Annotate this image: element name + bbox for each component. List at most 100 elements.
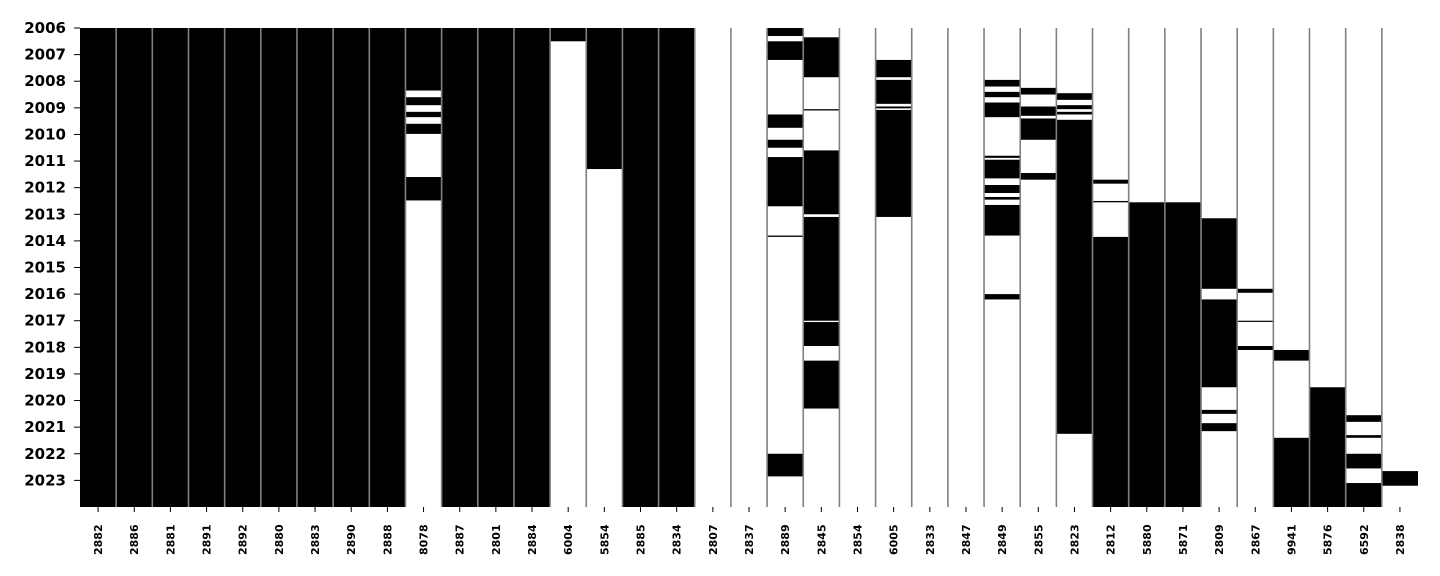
y-tick-label: 2014 [24, 232, 66, 250]
cell-6005-3 [875, 109, 912, 217]
x-tick-label: 5854 [598, 524, 611, 555]
y-tick-label: 2021 [24, 418, 66, 436]
y-axis: 2006 2007 2008 2009 2010 2011 2012 2013 2014 2015… [24, 19, 80, 489]
cell-2867-0 [1237, 288, 1274, 293]
cell-6005-2 [875, 106, 912, 109]
cell-2809-0 [1201, 218, 1238, 289]
y-tick-label: 2018 [24, 338, 66, 356]
x-tick-label: 2834 [671, 524, 684, 555]
x-tick-label: 2849 [996, 524, 1009, 555]
cell-2867-1 [1237, 320, 1274, 322]
cell-2849-2 [984, 102, 1021, 118]
y-tick-label: 2022 [24, 445, 66, 463]
cell-2867-2 [1237, 346, 1274, 350]
y-tick-label: 2012 [24, 179, 66, 197]
x-tick-label: 2885 [635, 524, 648, 555]
y-tick-label: 2020 [24, 392, 66, 410]
x-axis: 2882 2886 2881 2891 2892 2880 2883 2890 2888 8078… [92, 507, 1407, 555]
cell-6004-0 [550, 28, 587, 42]
cell-2849-5 [984, 185, 1021, 193]
cell-2845-0 [803, 37, 840, 78]
cell-9941-0 [1273, 349, 1310, 361]
cell-6005-0 [875, 59, 912, 78]
x-tick-label: 2892 [237, 524, 250, 555]
y-tick-label: 2010 [24, 125, 66, 143]
x-tick-label: 2845 [815, 524, 828, 555]
cell-2888-0 [369, 28, 406, 507]
x-tick-label: 2889 [779, 524, 792, 555]
cell-2845-3 [803, 216, 840, 321]
x-tick-label: 2880 [273, 524, 286, 555]
cell-2849-0 [984, 79, 1021, 87]
cell-2834-0 [658, 28, 695, 507]
x-tick-label: 2801 [490, 524, 503, 555]
cell-8078-2 [405, 111, 442, 118]
cell-8078-0 [405, 28, 442, 91]
cell-5854-0 [586, 28, 623, 170]
cell-2823-2 [1056, 111, 1093, 115]
cell-2845-5 [803, 360, 840, 409]
cell-2849-4 [984, 159, 1021, 179]
x-tick-label: 2812 [1105, 524, 1118, 555]
cell-6592-3 [1345, 483, 1382, 507]
y-tick-label: 2007 [24, 46, 66, 64]
cell-2892-0 [224, 28, 261, 507]
cell-2889-0 [767, 28, 804, 36]
x-tick-label: 6592 [1358, 524, 1371, 555]
y-tick-label: 2011 [24, 152, 66, 170]
x-tick-label: 5871 [1177, 524, 1190, 555]
cell-6592-2 [1345, 453, 1382, 469]
y-tick-label: 2017 [24, 312, 66, 330]
cell-2881-0 [152, 28, 189, 507]
x-tick-label: 9941 [1285, 524, 1298, 555]
x-tick-label: 2884 [526, 524, 539, 555]
cell-2889-5 [767, 235, 804, 237]
y-tick-label: 2009 [24, 99, 66, 117]
x-tick-label: 2823 [1068, 524, 1081, 555]
cell-2889-2 [767, 114, 804, 128]
x-tick-label: 2807 [707, 524, 720, 555]
cell-2882-0 [80, 28, 117, 507]
cell-5876-0 [1309, 387, 1346, 507]
y-tick-label: 2015 [24, 259, 66, 277]
cell-8078-4 [405, 177, 442, 201]
cell-2889-4 [767, 157, 804, 207]
x-tick-label: 2854 [851, 524, 864, 555]
x-tick-label: 2838 [1394, 524, 1407, 555]
x-tick-label: 6004 [562, 524, 575, 555]
cell-5871-0 [1164, 202, 1202, 508]
y-tick-label: 2006 [24, 19, 66, 37]
x-tick-label: 2882 [92, 524, 105, 555]
cell-2812-0 [1092, 179, 1129, 184]
x-tick-label: 6005 [888, 524, 901, 555]
y-tick-label: 2008 [24, 72, 66, 90]
x-tick-label: 2855 [1032, 524, 1045, 555]
cell-2885-0 [622, 28, 659, 507]
cell-2889-3 [767, 139, 804, 148]
x-tick-label: 2883 [309, 524, 322, 555]
cell-2823-3 [1056, 119, 1093, 434]
cell-2809-3 [1201, 423, 1238, 432]
cell-2855-0 [1020, 87, 1057, 95]
cell-2809-2 [1201, 409, 1238, 414]
cell-2887-0 [441, 28, 478, 507]
cell-9941-1 [1273, 437, 1310, 507]
cell-2886-0 [116, 28, 153, 507]
cell-2812-2 [1092, 236, 1129, 507]
cell-8078-3 [405, 123, 442, 134]
x-tick-label: 8078 [418, 524, 431, 555]
cell-2849-1 [984, 91, 1021, 98]
cell-8078-1 [405, 97, 442, 106]
cell-2891-0 [188, 28, 225, 507]
cell-2823-1 [1056, 105, 1093, 110]
cell-2809-1 [1201, 299, 1238, 388]
cell-2890-0 [333, 28, 370, 507]
cell-2838-0 [1381, 471, 1418, 486]
cell-2889-1 [767, 41, 804, 60]
cell-6592-1 [1345, 435, 1382, 438]
x-tick-label: 2837 [743, 524, 756, 555]
cell-2855-1 [1020, 106, 1057, 116]
cell-2884-0 [513, 28, 551, 507]
x-tick-label: 2809 [1213, 524, 1226, 555]
